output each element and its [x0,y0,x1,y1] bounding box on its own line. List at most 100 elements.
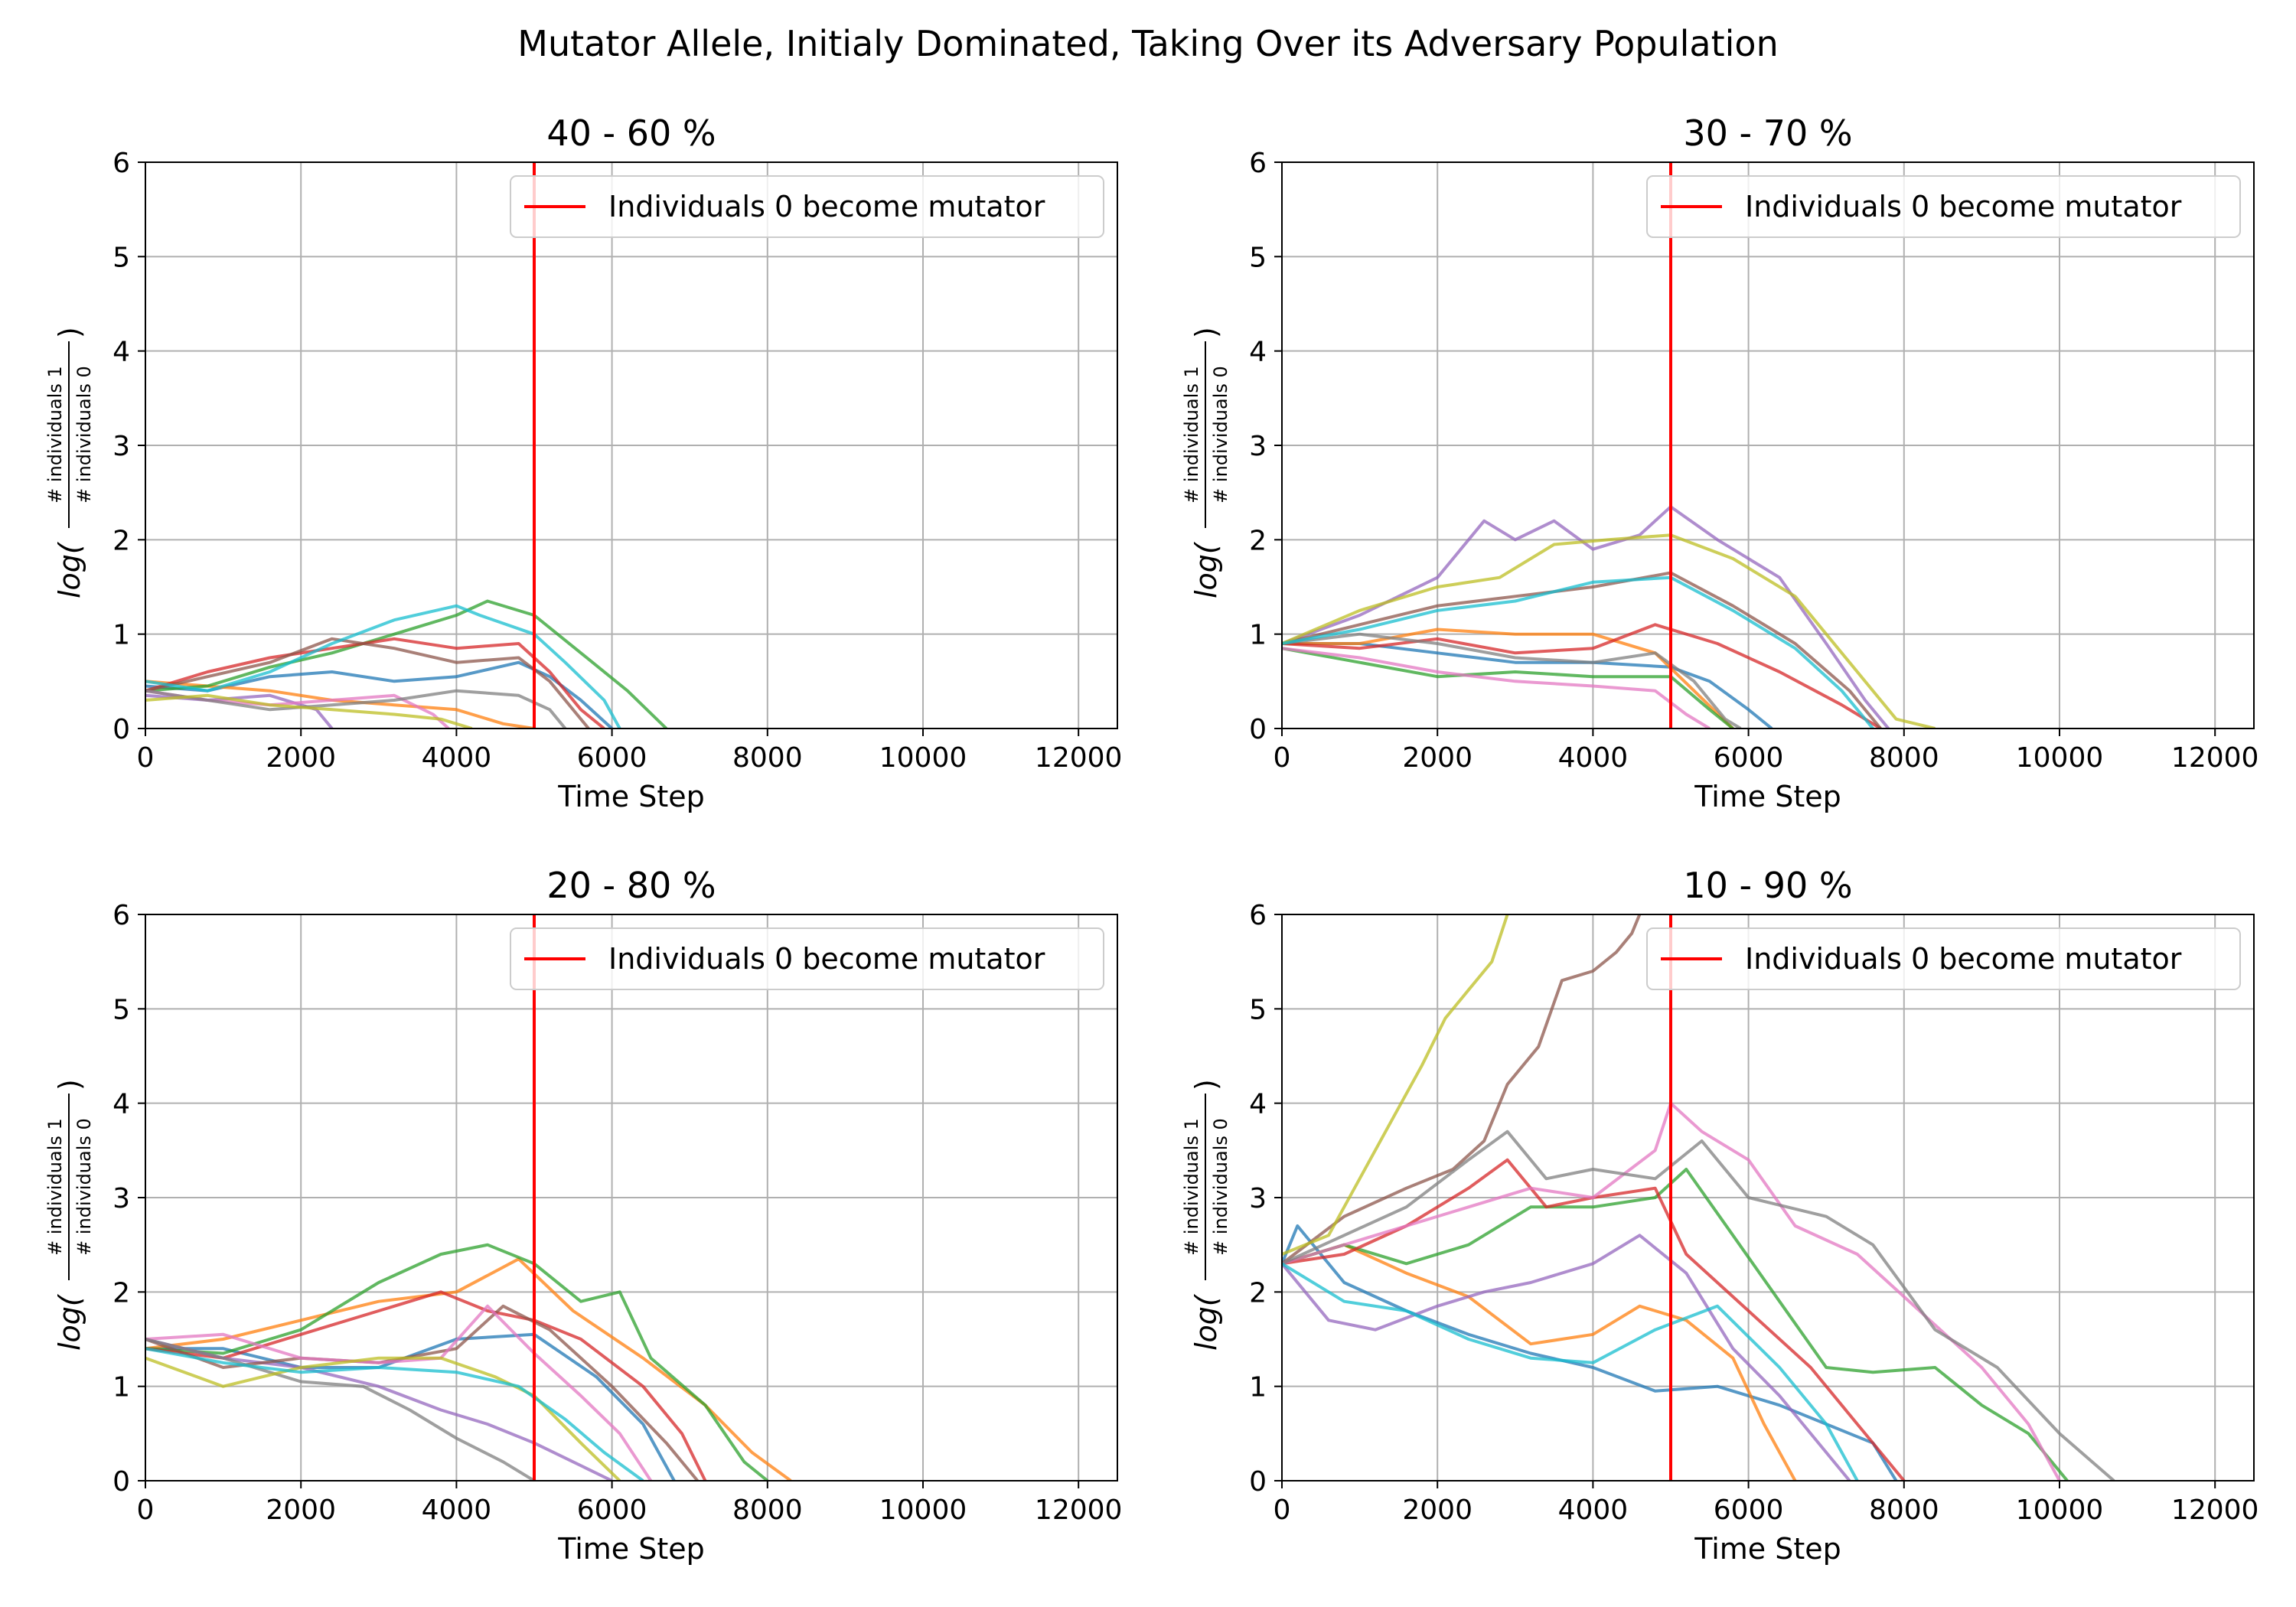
x-axis-label: Time Step [1694,1532,1841,1566]
y-tick-label: 5 [1249,242,1267,273]
x-tick-label: 6000 [577,1495,647,1526]
y-tick-label: 0 [1249,714,1267,745]
y-tick-label: 5 [1249,994,1267,1025]
figure-title: Mutator Allele, Initialy Dominated, Taki… [517,23,1779,64]
series-line-10 [1282,1262,1859,1481]
x-tick-label: 8000 [1869,1495,1939,1526]
series-line-9 [1282,533,1936,729]
y-label-prefix: log( [1189,541,1223,598]
x-tick-label: 10000 [879,742,967,774]
x-tick-label: 0 [1274,742,1291,774]
y-axis-label: log(# individuals 1 # individuals 0) [44,1079,95,1351]
chart-panel-4: 0 2000 4000 6000 8000 10000 12000 0 1 2 3 4 5 6 10 - 9… [1181,865,2258,1566]
series-line-9 [1282,914,1509,1256]
y-tick-label: 4 [113,1089,130,1120]
y-tick-label: 0 [113,714,130,745]
legend-box [510,175,1104,238]
panel-title: 30 - 70 % [1683,112,1852,154]
x-tick-label: 2000 [1402,742,1473,774]
series-line-5 [1282,1234,1851,1481]
series-line-3 [145,599,668,729]
series-line-6 [145,1304,699,1481]
series-line-8 [145,689,567,729]
series-line-9 [145,1356,621,1481]
series-line-2 [1282,1243,1797,1481]
series-line-2 [1282,627,1734,729]
series-line-5 [145,693,334,729]
x-tick-label: 10000 [879,1495,967,1526]
y-label-prefix: log( [53,1293,86,1351]
series-line-5 [145,1338,613,1481]
y-tick-label: 3 [113,1183,130,1214]
series-line-10 [145,604,621,729]
y-tick-label: 0 [113,1466,130,1498]
x-tick-label: 0 [1274,1495,1291,1526]
x-tick-label: 4000 [422,1495,492,1526]
y-label-numerator: # individuals 1 [1181,1118,1202,1256]
x-tick-label: 12000 [2171,1495,2259,1526]
series-line-6 [145,637,590,729]
series-line-10 [145,1347,644,1481]
x-tick-label: 2000 [1402,1495,1473,1526]
y-tick-label: 6 [113,148,130,179]
y-axis-label: log(# individuals 1 # individuals 0) [1181,1079,1231,1351]
y-label-denominator: # individuals 0 [1210,366,1231,504]
x-tick-label: 2000 [266,1495,336,1526]
y-tick-label: 4 [113,337,130,368]
legend-box [1646,175,2241,238]
series-group [1282,914,2115,1481]
y-axis-label: log(# individuals 1 # individuals 0) [44,327,95,598]
legend-label: Individuals 0 become mutator [1745,942,2182,976]
y-label-suffix: ) [1189,1079,1223,1090]
y-label-denominator: # individuals 0 [73,1118,95,1256]
y-label-prefix: log( [1189,1293,1223,1351]
y-tick-label: 2 [113,1277,130,1309]
y-label-numerator: # individuals 1 [44,366,66,504]
chart-panel-2: 0 2000 4000 6000 8000 10000 12000 0 1 2 3 4 5 6 30 - 7… [1181,112,2258,813]
x-tick-label: 6000 [577,742,647,774]
series-line-8 [1282,632,1742,729]
y-tick-label: 1 [113,1372,130,1403]
series-line-3 [1282,647,1734,729]
x-tick-label: 6000 [1714,742,1784,774]
legend: Individuals 0 become mutator [1646,175,2241,238]
y-tick-label: 4 [1249,337,1267,368]
y-label-suffix: ) [1189,327,1223,338]
y-tick-label: 6 [1249,900,1267,931]
y-tick-label: 2 [1249,1277,1267,1309]
x-axis-label: Time Step [1694,780,1841,813]
x-tick-label: 0 [137,1495,155,1526]
x-tick-label: 2000 [266,742,336,774]
legend: Individuals 0 become mutator [510,175,1104,238]
y-tick-label: 2 [1249,525,1267,556]
series-line-4 [145,1290,707,1481]
y-tick-label: 3 [113,431,130,462]
x-tick-label: 10000 [2016,1495,2104,1526]
series-group [145,1243,792,1481]
y-tick-label: 1 [113,620,130,651]
y-tick-label: 5 [113,994,130,1025]
panel-title: 20 - 80 % [546,865,716,906]
y-tick-label: 4 [1249,1089,1267,1120]
series-line-8 [145,1338,536,1481]
y-tick-label: 1 [1249,620,1267,651]
series-line-4 [1282,623,1882,729]
panel-title: 10 - 90 % [1683,865,1852,906]
legend-label: Individuals 0 become mutator [608,942,1045,976]
legend-label: Individuals 0 become mutator [608,190,1045,223]
series-line-3 [1282,1168,2069,1481]
y-label-suffix: ) [53,1079,86,1090]
x-tick-label: 12000 [2171,742,2259,774]
x-axis-label: Time Step [557,1532,705,1566]
x-tick-label: 0 [137,742,155,774]
y-tick-label: 6 [113,900,130,931]
y-tick-label: 2 [113,525,130,556]
series-line-6 [1282,914,1642,1265]
y-tick-label: 1 [1249,1372,1267,1403]
y-label-prefix: log( [53,541,86,598]
y-tick-label: 5 [113,242,130,273]
series-line-7 [1282,647,1711,729]
y-tick-label: 6 [1249,148,1267,179]
series-line-5 [1282,505,1890,729]
